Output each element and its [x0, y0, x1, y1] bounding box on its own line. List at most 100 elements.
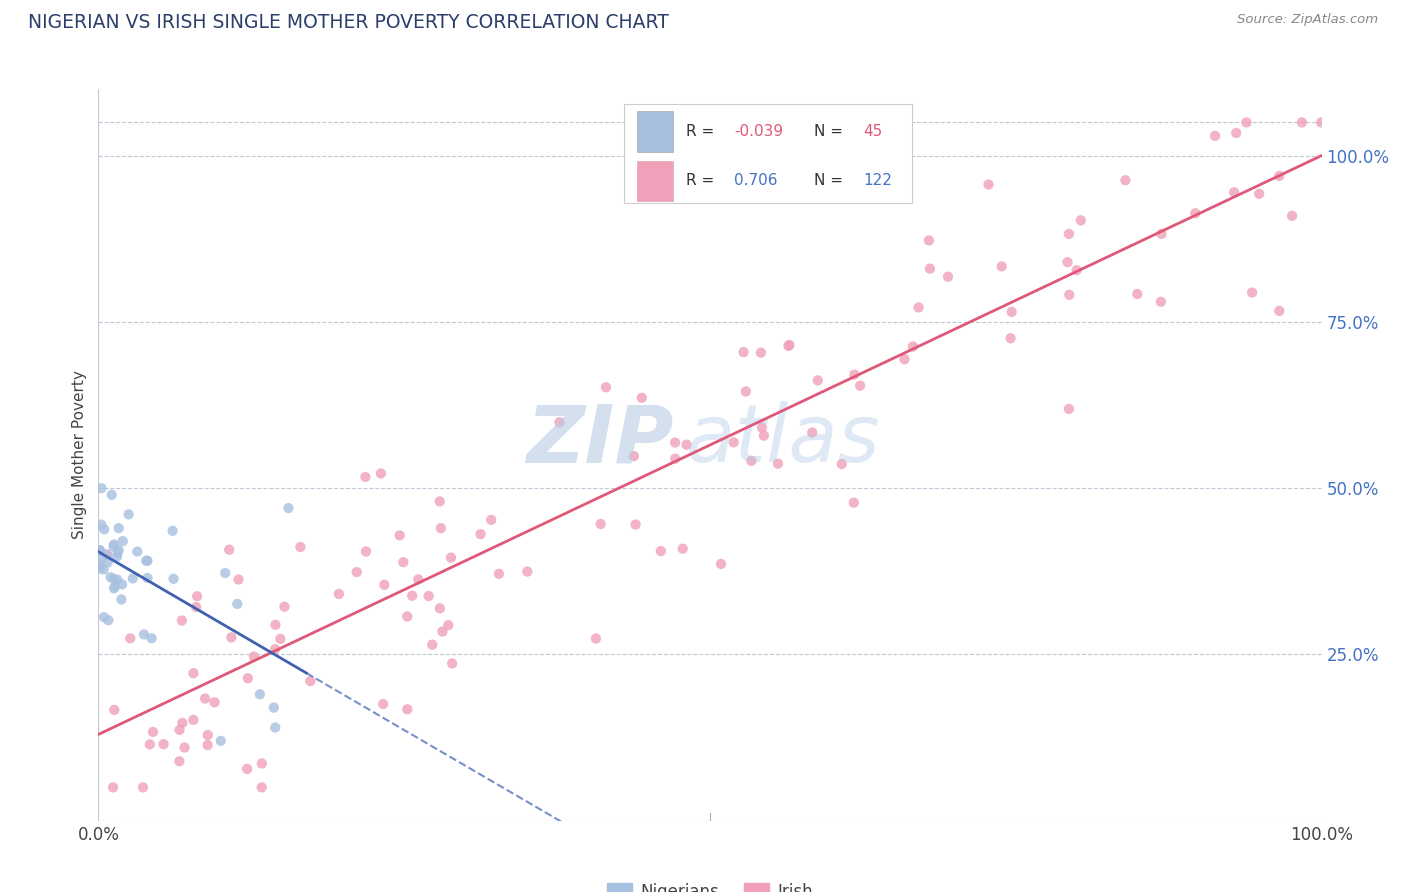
Point	[408, 573, 430, 587]
Point	[488, 566, 510, 581]
Point	[479, 513, 502, 527]
Point	[778, 338, 800, 352]
Point	[589, 516, 612, 531]
Point	[121, 571, 143, 585]
Point	[901, 339, 924, 353]
Point	[97, 556, 120, 570]
Point	[396, 702, 419, 716]
Point	[183, 666, 205, 681]
Point	[893, 352, 915, 367]
Point	[801, 425, 824, 440]
Point	[1204, 128, 1226, 143]
Point	[162, 572, 184, 586]
FancyBboxPatch shape	[637, 161, 673, 201]
Point	[1057, 227, 1080, 241]
Point	[197, 738, 219, 752]
Point	[117, 508, 139, 522]
Text: atlas: atlas	[686, 401, 880, 479]
Point	[90, 517, 112, 532]
Point	[132, 627, 155, 641]
Point	[664, 451, 686, 466]
Point	[1268, 304, 1291, 318]
Point	[127, 544, 149, 558]
Point	[1066, 263, 1088, 277]
Point	[1223, 186, 1246, 200]
Point	[93, 610, 115, 624]
Point	[299, 674, 322, 689]
Point	[90, 551, 112, 566]
Point	[432, 624, 454, 639]
Point	[101, 780, 124, 795]
Point	[169, 723, 191, 737]
Point	[89, 558, 111, 572]
Point	[749, 345, 772, 359]
Point	[516, 565, 538, 579]
Text: -0.039: -0.039	[734, 124, 783, 139]
Point	[328, 587, 350, 601]
Point	[1291, 115, 1313, 129]
Legend: Nigerians, Irish: Nigerians, Irish	[600, 877, 820, 892]
Point	[1057, 288, 1080, 302]
Point	[752, 428, 775, 442]
Text: R =: R =	[686, 173, 718, 188]
Point	[228, 573, 250, 587]
Point	[1150, 227, 1173, 241]
Point	[204, 695, 226, 709]
Point	[186, 589, 208, 603]
Point	[90, 481, 112, 495]
Point	[111, 577, 134, 591]
Point	[672, 541, 695, 556]
Point	[388, 528, 411, 542]
Point	[263, 700, 285, 714]
Point	[1249, 186, 1271, 201]
Point	[111, 534, 134, 549]
Point	[977, 178, 1000, 192]
Point	[441, 657, 464, 671]
Point	[842, 495, 865, 509]
Point	[936, 269, 959, 284]
Text: R =: R =	[686, 124, 718, 139]
Point	[120, 632, 142, 646]
Point	[236, 671, 259, 685]
Point	[250, 756, 273, 771]
Text: ZIP: ZIP	[526, 401, 673, 479]
Text: NIGERIAN VS IRISH SINGLE MOTHER POVERTY CORRELATION CHART: NIGERIAN VS IRISH SINGLE MOTHER POVERTY …	[28, 13, 669, 32]
Point	[1001, 305, 1024, 319]
Point	[264, 617, 287, 632]
Point	[110, 592, 132, 607]
Point	[650, 544, 672, 558]
Point	[89, 561, 111, 575]
Point	[373, 697, 395, 711]
Point	[440, 550, 463, 565]
Point	[249, 687, 271, 701]
Text: 122: 122	[863, 173, 891, 188]
Point	[918, 261, 941, 276]
Point	[751, 420, 773, 434]
Point	[710, 557, 733, 571]
Point	[96, 548, 118, 562]
Point	[93, 562, 115, 576]
Point	[170, 614, 193, 628]
Point	[1241, 285, 1264, 300]
Point	[89, 543, 111, 558]
Point	[1000, 331, 1022, 345]
Point	[733, 345, 755, 359]
Point	[183, 713, 205, 727]
Point	[103, 537, 125, 551]
Point	[132, 780, 155, 795]
Point	[630, 391, 652, 405]
Point	[269, 632, 291, 646]
Point	[226, 597, 249, 611]
FancyBboxPatch shape	[624, 103, 912, 202]
Point	[1225, 126, 1247, 140]
Point	[250, 780, 273, 795]
Y-axis label: Single Mother Poverty: Single Mother Poverty	[72, 370, 87, 540]
Point	[152, 737, 174, 751]
Point	[849, 378, 872, 392]
Point	[401, 589, 423, 603]
Point	[97, 613, 120, 627]
Point	[1268, 169, 1291, 183]
Point	[1281, 209, 1303, 223]
Point	[273, 599, 295, 614]
Point	[197, 728, 219, 742]
